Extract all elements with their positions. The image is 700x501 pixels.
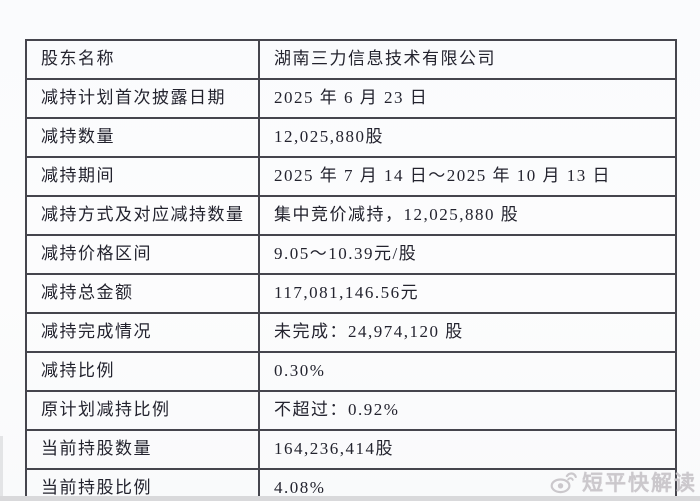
row-label: 减持价格区间 — [25, 234, 260, 275]
table-row: 当前持股比例 4.08% — [25, 468, 677, 501]
photo-left-edge — [0, 436, 3, 496]
row-value: 不超过：0.92% — [258, 390, 677, 431]
row-value: 12,025,880股 — [258, 117, 677, 158]
table-row: 原计划减持比例 不超过：0.92% — [25, 390, 677, 431]
row-value: 集中竞价减持，12,025,880 股 — [258, 195, 677, 236]
row-label: 减持期间 — [25, 156, 260, 197]
table-row: 减持完成情况 未完成：24,974,120 股 — [25, 312, 677, 353]
row-value: 0.30% — [258, 351, 677, 392]
table-row: 减持期间 2025 年 7 月 14 日～2025 年 10 月 13 日 — [25, 156, 677, 197]
table-row: 减持数量 12,025,880股 — [25, 117, 677, 158]
row-label: 股东名称 — [25, 39, 260, 80]
row-label: 当前持股比例 — [25, 468, 260, 501]
row-value: 9.05～10.39元/股 — [258, 234, 677, 275]
row-label: 减持方式及对应减持数量 — [25, 195, 260, 236]
row-value: 164,236,414股 — [258, 429, 677, 470]
row-value: 117,081,146.56元 — [258, 273, 677, 314]
row-label: 原计划减持比例 — [25, 390, 260, 431]
row-value: 未完成：24,974,120 股 — [258, 312, 677, 353]
table-row: 减持总金额 117,081,146.56元 — [25, 273, 677, 314]
photo-bottom-edge — [0, 496, 700, 501]
row-label: 减持总金额 — [25, 273, 260, 314]
row-label: 减持比例 — [25, 351, 260, 392]
table-row: 减持计划首次披露日期 2025 年 6 月 23 日 — [25, 78, 677, 119]
row-value: 2025 年 7 月 14 日～2025 年 10 月 13 日 — [258, 156, 677, 197]
table-row: 减持比例 0.30% — [25, 351, 677, 392]
row-label: 当前持股数量 — [25, 429, 260, 470]
table-row: 股东名称 湖南三力信息技术有限公司 — [25, 39, 677, 80]
row-label: 减持完成情况 — [25, 312, 260, 353]
row-label: 减持计划首次披露日期 — [25, 78, 260, 119]
shareholding-reduction-table: 股东名称 湖南三力信息技术有限公司 减持计划首次披露日期 2025 年 6 月 … — [25, 39, 677, 501]
row-value: 湖南三力信息技术有限公司 — [258, 39, 677, 80]
table-row: 减持方式及对应减持数量 集中竞价减持，12,025,880 股 — [25, 195, 677, 236]
table-row: 减持价格区间 9.05～10.39元/股 — [25, 234, 677, 275]
row-value: 4.08% — [258, 468, 677, 501]
table-row: 当前持股数量 164,236,414股 — [25, 429, 677, 470]
row-value: 2025 年 6 月 23 日 — [258, 78, 677, 119]
row-label: 减持数量 — [25, 117, 260, 158]
